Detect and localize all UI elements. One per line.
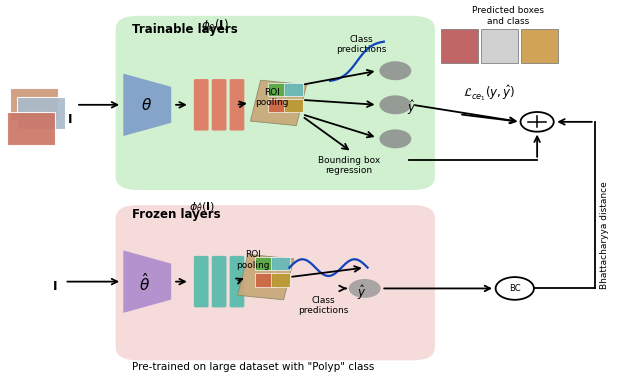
Polygon shape [124, 250, 172, 313]
Text: $\hat{y}$: $\hat{y}$ [357, 283, 366, 302]
Text: Bounding box
regression: Bounding box regression [317, 156, 380, 175]
Text: BC: BC [509, 284, 520, 293]
Text: $\hat{y}$: $\hat{y}$ [407, 98, 417, 117]
Circle shape [380, 130, 412, 148]
FancyBboxPatch shape [194, 256, 209, 307]
Text: $\theta$: $\theta$ [141, 97, 152, 113]
Bar [271, 273, 290, 287]
Bar [442, 29, 478, 63]
Text: $\mathcal{L}_{ce_1}(y, \hat{y})$: $\mathcal{L}_{ce_1}(y, \hat{y})$ [463, 84, 515, 103]
Text: $\hat{\theta}$: $\hat{\theta}$ [139, 272, 150, 294]
Bar [255, 273, 274, 287]
FancyBboxPatch shape [116, 16, 435, 190]
Bar [7, 112, 55, 144]
Circle shape [380, 61, 412, 80]
Text: Bhattacharyya distance: Bhattacharyya distance [600, 182, 609, 289]
FancyBboxPatch shape [116, 205, 435, 360]
Circle shape [349, 279, 381, 298]
Text: $\mathbf{I}$: $\mathbf{I}$ [67, 114, 72, 127]
FancyBboxPatch shape [194, 79, 209, 131]
FancyBboxPatch shape [212, 256, 227, 307]
Bar [481, 29, 518, 63]
Polygon shape [250, 80, 307, 126]
Bar [255, 257, 274, 270]
Text: Class
predictions: Class predictions [298, 296, 348, 315]
Bar [520, 29, 557, 63]
Bar [284, 83, 303, 96]
Text: ROI
pooling: ROI pooling [255, 87, 289, 107]
Bar [17, 97, 65, 130]
Text: Frozen layers: Frozen layers [132, 208, 220, 221]
Text: $\mathbf{I}$: $\mathbf{I}$ [52, 280, 58, 293]
Text: Trainable layers: Trainable layers [132, 22, 237, 36]
Text: $\phi_{\theta}(\mathbf{I})$: $\phi_{\theta}(\mathbf{I})$ [201, 17, 228, 34]
Text: Class
predictions: Class predictions [337, 35, 387, 54]
Text: ROI
pooling: ROI pooling [236, 250, 269, 270]
Bar [284, 99, 303, 112]
Circle shape [495, 277, 534, 300]
Circle shape [520, 112, 554, 132]
Text: Pre-trained on large dataset with "Polyp" class: Pre-trained on large dataset with "Polyp… [132, 363, 374, 372]
Circle shape [380, 95, 412, 114]
Polygon shape [237, 254, 294, 300]
FancyBboxPatch shape [212, 79, 227, 131]
Text: Predicted boxes
and class: Predicted boxes and class [472, 6, 545, 26]
FancyBboxPatch shape [230, 79, 244, 131]
Bar [271, 257, 290, 270]
Text: $\phi_{\hat{\theta}}(\mathbf{I})$: $\phi_{\hat{\theta}}(\mathbf{I})$ [189, 200, 215, 214]
Bar [268, 99, 287, 112]
FancyBboxPatch shape [230, 256, 244, 307]
Bar [10, 88, 58, 120]
Bar [268, 83, 287, 96]
Polygon shape [124, 74, 172, 136]
